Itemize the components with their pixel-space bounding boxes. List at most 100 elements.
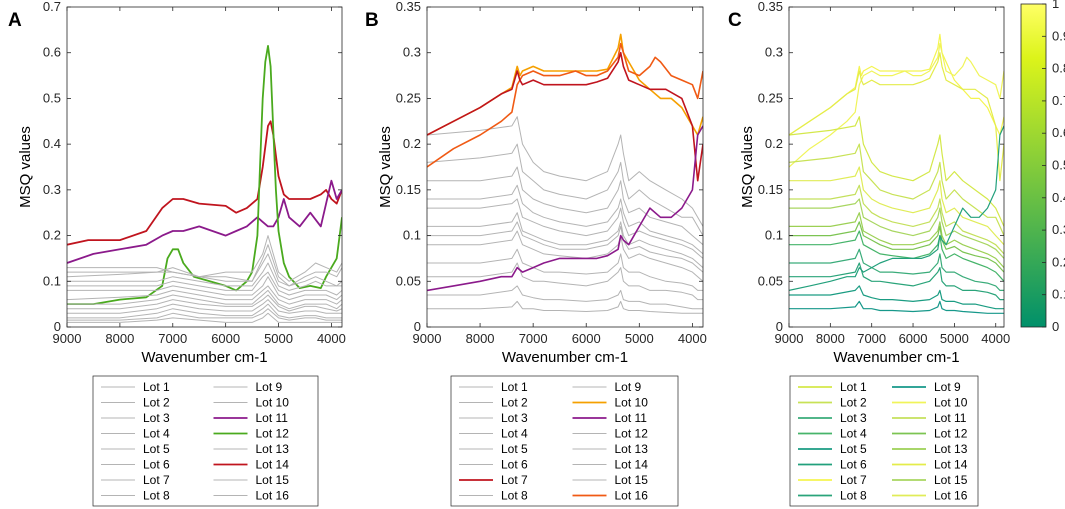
axes-box: [66, 6, 343, 328]
y-axis-label: MSQ values: [377, 126, 394, 208]
y-tick-label: 0.25: [758, 90, 783, 105]
legend-label: Lot 13: [256, 442, 290, 456]
x-tick-label: 6000: [572, 331, 601, 346]
y-tick-label: 0.35: [758, 0, 783, 14]
x-tick-label: 7000: [857, 331, 886, 346]
x-tick-label: 8000: [105, 331, 134, 346]
legend-label: Lot 2: [143, 396, 170, 410]
panel-label: C: [728, 10, 742, 31]
series-line-lot-13: [427, 285, 703, 310]
legend-label: Lot 8: [501, 489, 528, 503]
y-tick-label: 0.3: [765, 45, 783, 60]
legend-label: Lot 6: [840, 458, 867, 472]
legend-label: Lot 5: [143, 442, 170, 456]
series-line-lot-1: [427, 116, 703, 227]
legend-box: [450, 375, 679, 507]
series-line-lot-16: [67, 312, 342, 323]
x-tick-label: 4000: [981, 331, 1010, 346]
legend-label: Lot 8: [840, 489, 867, 503]
series-line-lot-16: [427, 42, 703, 168]
y-tick-label: 0.15: [758, 182, 783, 197]
x-tick-label: 7000: [519, 331, 548, 346]
y-tick-label: 0.15: [396, 182, 421, 197]
colorbar-tick-label: 1: [1052, 0, 1059, 11]
panel-label: B: [365, 10, 379, 31]
x-axis-label: Wavenumber cm-1: [502, 349, 628, 366]
legend-label: Lot 1: [501, 380, 528, 394]
series-line-lot-14: [67, 120, 342, 246]
series-line-lot-7: [427, 51, 703, 182]
series-line-lot-5: [789, 285, 1004, 310]
legend-label: Lot 8: [143, 489, 170, 503]
series-line-lot-9: [427, 248, 703, 291]
legend-label: Lot 16: [934, 489, 968, 503]
legend-label: Lot 16: [256, 489, 290, 503]
series-line-lot-12: [427, 262, 703, 301]
series-line-lot-3: [67, 253, 342, 287]
series-line-lot-2: [789, 143, 1004, 236]
legend-label: Lot 12: [615, 427, 649, 441]
series-line-lot-16: [789, 166, 1004, 246]
series-line-lot-15: [789, 198, 1004, 259]
legend-label: Lot 2: [501, 396, 528, 410]
series-group: [427, 33, 703, 314]
x-tick-label: 6000: [211, 331, 240, 346]
legend-box: [789, 375, 979, 507]
colorbar-tick-label: 0.8: [1052, 61, 1065, 76]
series-line-lot-8: [427, 230, 703, 282]
colorbar-tick-label: 0.7: [1052, 93, 1065, 108]
legend-label: Lot 3: [501, 411, 528, 425]
x-tick-label: 5000: [264, 331, 293, 346]
legend-label: Lot 15: [934, 473, 968, 487]
legend-label: Lot 9: [256, 380, 283, 394]
series-line-lot-6: [427, 212, 703, 268]
series-line-lot-11: [427, 125, 703, 292]
panel-label: A: [8, 10, 22, 31]
legend-label: Lot 2: [840, 396, 867, 410]
legend-label: Lot 7: [501, 473, 528, 487]
legend-label: Lot 4: [840, 427, 867, 441]
legend-label: Lot 7: [143, 473, 170, 487]
legend-label: Lot 11: [256, 411, 289, 425]
series-line-lot-2: [427, 143, 703, 236]
y-tick-label: 0.3: [403, 45, 421, 60]
legend-label: Lot 9: [615, 380, 642, 394]
y-tick-label: 0: [414, 319, 421, 334]
series-line-lot-15: [427, 221, 703, 273]
series-line-lot-6: [789, 125, 1004, 291]
x-tick-label: 4000: [678, 331, 707, 346]
colorbar-tick-label: 0.2: [1052, 254, 1065, 269]
x-tick-label: 5000: [940, 331, 969, 346]
series-line-lot-12: [67, 45, 342, 306]
series-line-lot-13: [789, 212, 1004, 268]
y-tick-label: 0.6: [43, 45, 61, 60]
series-line-lot-11: [67, 179, 342, 264]
y-tick-label: 0.35: [396, 0, 421, 14]
series-line-lot-2: [67, 244, 342, 287]
legend-label: Lot 15: [615, 473, 649, 487]
legend-label: Lot 12: [934, 427, 968, 441]
legend-label: Lot 14: [934, 458, 968, 472]
x-tick-label: 6000: [899, 331, 928, 346]
y-axis-label: MSQ values: [17, 126, 34, 208]
colorbar-tick-label: 0.3: [1052, 222, 1065, 237]
series-line-lot-8: [789, 262, 1004, 301]
series-line-lot-4: [427, 184, 703, 255]
colorbar-tick-label: 0: [1052, 319, 1059, 334]
y-tick-label: 0.05: [758, 273, 783, 288]
legend-label: Lot 11: [934, 411, 967, 425]
legend-label: Lot 16: [615, 489, 649, 503]
series-line-lot-5: [67, 271, 342, 296]
y-tick-label: 0.7: [43, 0, 61, 14]
legend-label: Lot 11: [615, 411, 648, 425]
legend-label: Lot 3: [143, 411, 170, 425]
colorbar-tick-label: 0.4: [1052, 190, 1065, 205]
legend-label: Lot 5: [501, 442, 528, 456]
legend-label: Lot 6: [143, 458, 170, 472]
x-tick-label: 4000: [317, 331, 346, 346]
legend-label: Lot 3: [840, 411, 867, 425]
x-tick-label: 9000: [53, 331, 82, 346]
